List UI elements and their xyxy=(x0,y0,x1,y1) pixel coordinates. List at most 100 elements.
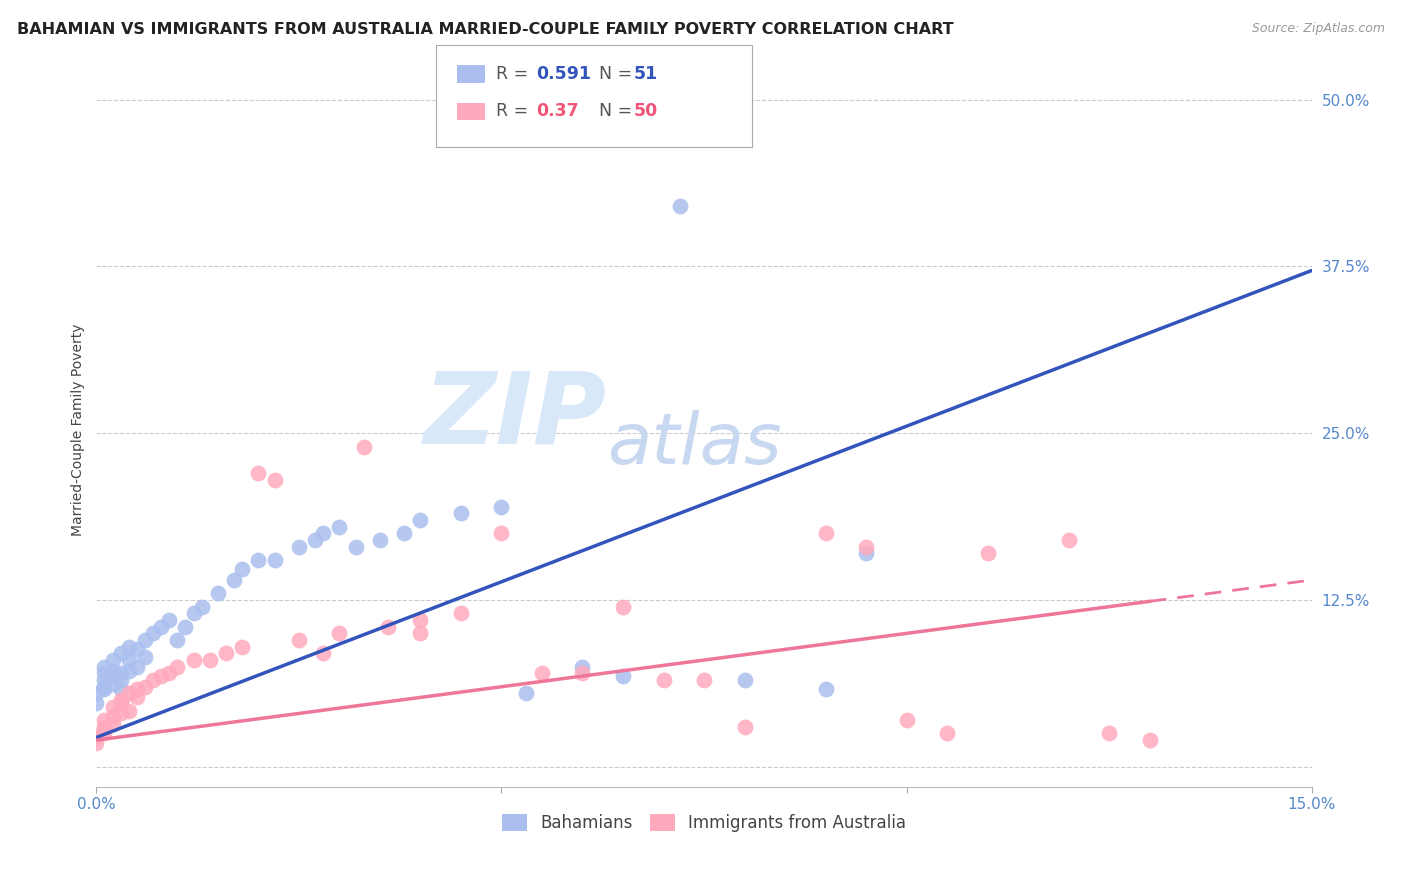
Legend: Bahamians, Immigrants from Australia: Bahamians, Immigrants from Australia xyxy=(495,807,912,839)
Text: N =: N = xyxy=(588,65,637,83)
Text: atlas: atlas xyxy=(607,409,782,479)
Y-axis label: Married-Couple Family Poverty: Married-Couple Family Poverty xyxy=(72,324,86,536)
Text: 0.591: 0.591 xyxy=(536,65,591,83)
Point xyxy=(183,653,205,667)
Point xyxy=(368,533,391,547)
Point xyxy=(491,500,513,514)
Point xyxy=(86,696,108,710)
Text: 50: 50 xyxy=(634,103,658,120)
Point xyxy=(344,540,367,554)
Point xyxy=(612,599,634,614)
Point xyxy=(157,666,180,681)
Point xyxy=(134,680,156,694)
Point xyxy=(183,607,205,621)
Point xyxy=(409,626,432,640)
Point xyxy=(166,633,188,648)
Point xyxy=(86,736,108,750)
Point xyxy=(93,723,115,737)
Point xyxy=(1098,726,1121,740)
Point xyxy=(855,546,877,560)
Point xyxy=(93,726,115,740)
Point xyxy=(86,686,108,700)
Point xyxy=(571,659,593,673)
Point xyxy=(450,607,472,621)
Point xyxy=(110,682,132,697)
Point xyxy=(571,666,593,681)
Point xyxy=(157,613,180,627)
Point xyxy=(110,646,132,660)
Text: ZIP: ZIP xyxy=(423,368,607,464)
Point xyxy=(118,664,141,678)
Point xyxy=(222,573,245,587)
Point xyxy=(118,686,141,700)
Point xyxy=(814,682,837,697)
Point xyxy=(1057,533,1080,547)
Point xyxy=(263,473,285,487)
Point xyxy=(734,720,756,734)
Point xyxy=(198,653,221,667)
Point xyxy=(612,669,634,683)
Point xyxy=(110,673,132,687)
Point xyxy=(288,633,311,648)
Point xyxy=(515,686,537,700)
Point xyxy=(491,526,513,541)
Point xyxy=(353,440,375,454)
Point xyxy=(110,693,132,707)
Point xyxy=(312,526,335,541)
Point xyxy=(328,626,350,640)
Point xyxy=(530,666,553,681)
Point xyxy=(174,620,197,634)
Point xyxy=(101,709,124,723)
Point xyxy=(312,646,335,660)
Point xyxy=(247,553,270,567)
Point xyxy=(110,666,132,681)
Point xyxy=(190,599,212,614)
Point xyxy=(150,620,173,634)
Point xyxy=(263,553,285,567)
Point xyxy=(734,673,756,687)
Point xyxy=(150,669,173,683)
Point xyxy=(125,642,148,657)
Point xyxy=(855,540,877,554)
Point xyxy=(231,640,253,654)
Point xyxy=(101,653,124,667)
Text: 0.37: 0.37 xyxy=(536,103,578,120)
Point xyxy=(377,620,399,634)
Point xyxy=(166,659,188,673)
Point xyxy=(450,506,472,520)
Point xyxy=(125,682,148,697)
Point xyxy=(231,562,253,576)
Point xyxy=(652,673,675,687)
Point xyxy=(288,540,311,554)
Text: Source: ZipAtlas.com: Source: ZipAtlas.com xyxy=(1251,22,1385,36)
Point xyxy=(101,717,124,731)
Text: 51: 51 xyxy=(634,65,658,83)
Point xyxy=(134,633,156,648)
Point xyxy=(118,653,141,667)
Point xyxy=(118,704,141,718)
Point xyxy=(409,513,432,527)
Point xyxy=(936,726,959,740)
Text: R =: R = xyxy=(496,65,534,83)
Point xyxy=(110,706,132,721)
Point xyxy=(93,666,115,681)
Point xyxy=(1139,733,1161,747)
Point xyxy=(668,199,690,213)
Point xyxy=(394,526,416,541)
Point xyxy=(328,519,350,533)
Point xyxy=(93,720,115,734)
Point xyxy=(134,650,156,665)
Point xyxy=(118,640,141,654)
Text: R =: R = xyxy=(496,103,534,120)
Point xyxy=(101,699,124,714)
Point xyxy=(142,626,165,640)
Point xyxy=(409,613,432,627)
Point xyxy=(101,677,124,691)
Text: BAHAMIAN VS IMMIGRANTS FROM AUSTRALIA MARRIED-COUPLE FAMILY POVERTY CORRELATION : BAHAMIAN VS IMMIGRANTS FROM AUSTRALIA MA… xyxy=(17,22,953,37)
Point xyxy=(693,673,716,687)
Point xyxy=(93,680,115,694)
Point xyxy=(976,546,998,560)
Text: N =: N = xyxy=(588,103,637,120)
Point xyxy=(93,682,115,697)
Point xyxy=(110,696,132,710)
